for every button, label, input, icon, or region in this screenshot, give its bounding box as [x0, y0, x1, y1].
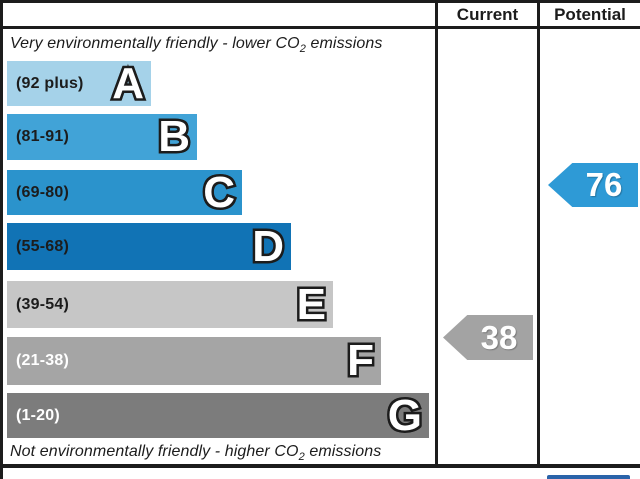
- bottom-note-subscript: 2: [298, 451, 305, 464]
- band-range-label: (39-54): [16, 295, 69, 313]
- band-letter-fill: A: [112, 58, 144, 108]
- table-left-border: [0, 0, 3, 479]
- rating-band-b: (81-91) B B: [7, 112, 197, 161]
- potential-column-divider: [537, 0, 540, 468]
- rating-band-e: (39-54) E E: [7, 279, 333, 329]
- current-rating-marker: 38: [443, 315, 533, 360]
- band-letter-outline: G: [385, 390, 424, 440]
- rating-band-g: (1-20) G G: [7, 390, 429, 440]
- band-letter-fill: C: [203, 167, 235, 217]
- potential-column-header: Potential: [554, 5, 626, 24]
- band-letter-fill: D: [252, 221, 284, 271]
- band-letter-fill: B: [158, 112, 190, 161]
- band-range-label: (55-68): [16, 237, 69, 255]
- potential-rating-value: 76: [585, 166, 623, 203]
- rating-band-c: (69-80) C C: [7, 167, 242, 217]
- band-letter-outline: F: [345, 336, 377, 385]
- potential-rating-marker: 76: [548, 163, 638, 207]
- band-letter-outline: E: [294, 279, 328, 329]
- band-range-label: (1-20): [16, 406, 60, 424]
- bottom-note-text: Not environmentally friendly - higher CO: [10, 443, 299, 460]
- band-letter-outline: C: [201, 167, 238, 217]
- band-range-label: (92 plus): [16, 74, 84, 92]
- bottom-note-suffix: emissions: [304, 443, 382, 460]
- band-letter-outline: A: [110, 58, 147, 108]
- current-rating-value: 38: [480, 318, 518, 356]
- band-letter-outline: B: [156, 112, 193, 161]
- band-range-label: (81-91): [16, 128, 69, 145]
- top-note: Very environmentally friendly - lower CO…: [10, 35, 383, 55]
- rating-band-f: (21-38) F F: [7, 336, 381, 385]
- band-range-label: (21-38): [16, 352, 69, 369]
- band-letter-fill: G: [387, 390, 422, 440]
- eu-flag-box: [547, 475, 630, 479]
- header-divider: [0, 26, 640, 29]
- band-letter-fill: F: [347, 336, 374, 385]
- top-note-suffix: emissions: [305, 35, 383, 52]
- top-note-text: Very environmentally friendly - lower CO: [10, 35, 300, 52]
- table-top-border: [0, 0, 640, 3]
- rating-band-a: (92 plus) A A: [7, 58, 151, 108]
- band-letter-fill: E: [296, 279, 326, 329]
- chart-bottom-border: [0, 464, 640, 468]
- band-letter-outline: D: [250, 221, 287, 271]
- current-column-header: Current: [456, 5, 519, 24]
- bottom-note: Not environmentally friendly - higher CO…: [10, 443, 381, 463]
- band-range-label: (69-80): [16, 183, 69, 201]
- current-column-divider: [435, 0, 438, 468]
- rating-band-d: (55-68) D D: [7, 221, 291, 271]
- top-note-subscript: 2: [299, 43, 306, 56]
